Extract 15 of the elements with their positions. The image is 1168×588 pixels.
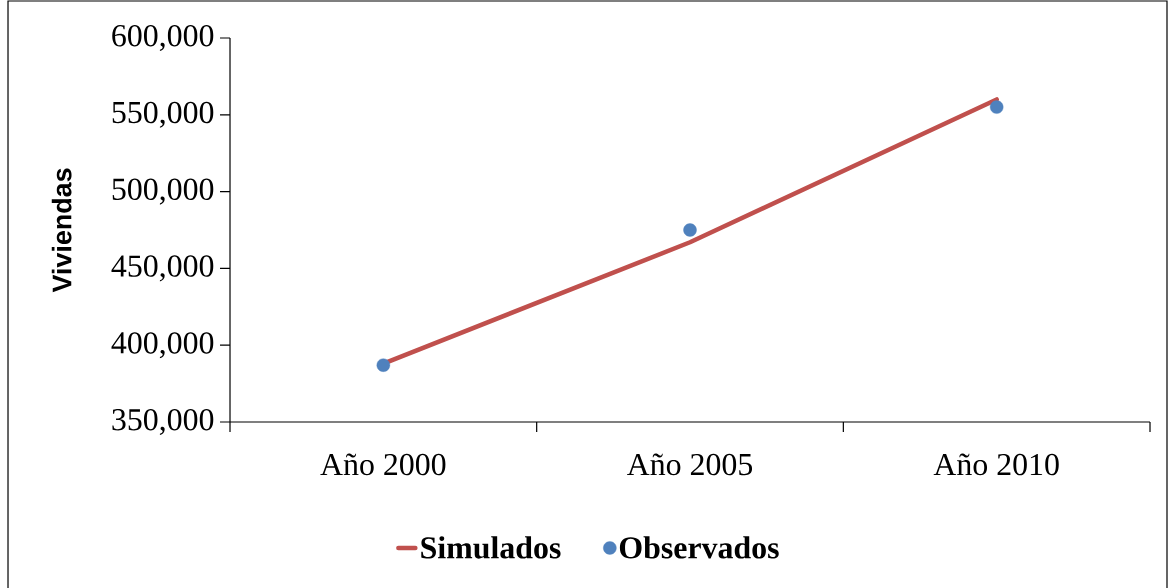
y-tick-label: 450,000 [111,255,214,282]
point [683,223,697,237]
x-tick-label: Año 2000 [320,453,446,476]
legend-label: Simulados [421,536,561,559]
x-tick-label: Año 2005 [627,453,753,476]
y-tick-label: 600,000 [112,24,214,52]
y-tick-label: 400,000 [111,332,214,359]
point [989,100,1004,114]
y-tick-label: 550,000 [112,101,214,128]
y-tick-label: 350,000 [112,408,214,436]
x-tick-label: Año 2010 [933,453,1059,476]
point [376,358,391,372]
legend-label: Observados [619,536,779,559]
y-axis-title: Viviendas [51,168,72,293]
y-tick-label: 500,000 [112,178,214,205]
